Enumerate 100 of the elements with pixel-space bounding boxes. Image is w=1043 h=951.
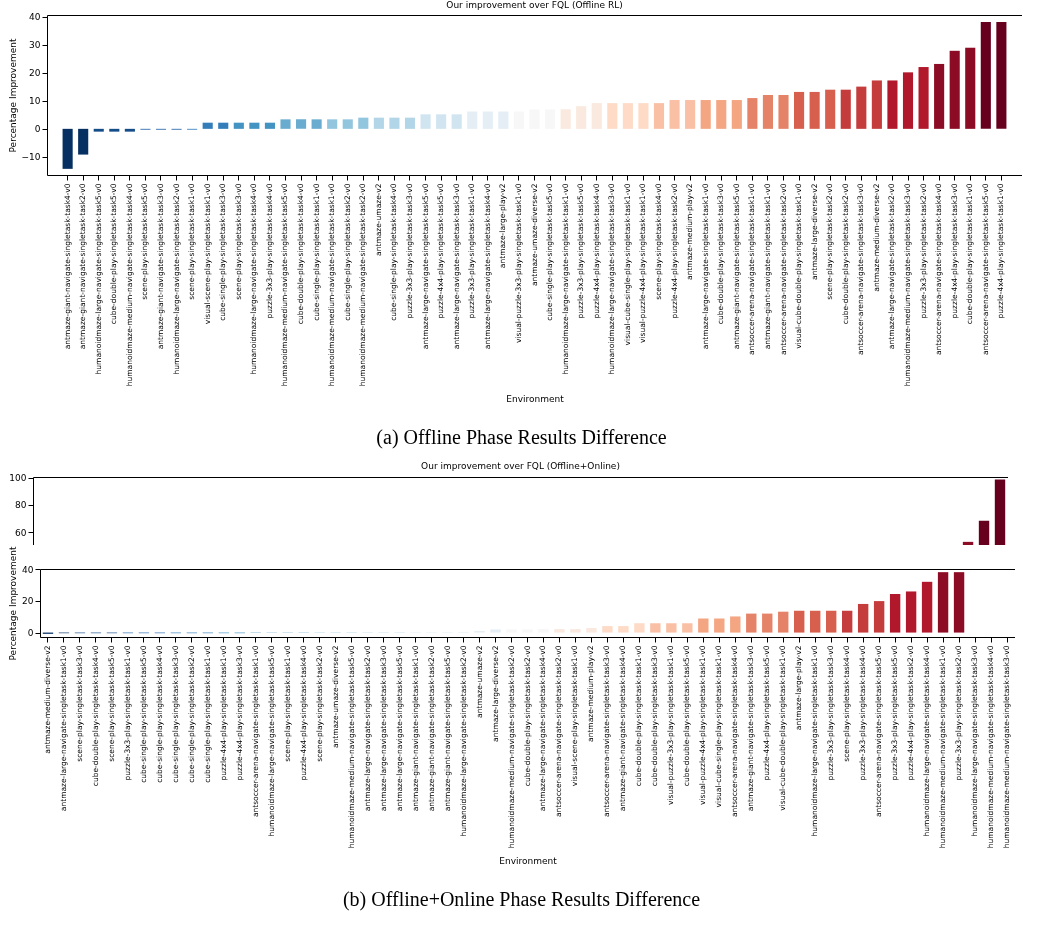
bar xyxy=(902,72,914,129)
bar xyxy=(918,67,929,129)
bar xyxy=(873,601,885,633)
bar xyxy=(714,618,725,633)
bar xyxy=(856,86,867,129)
y-tick-label: 40 xyxy=(22,564,34,575)
y-tick-label: 20 xyxy=(22,596,34,607)
bar xyxy=(669,100,680,129)
y-tick-label: 80 xyxy=(15,500,27,511)
y-tick-label: 30 xyxy=(29,40,41,51)
y-axis-title: Percentage Improvement xyxy=(8,546,19,661)
y-tick-label: 10 xyxy=(29,96,41,107)
bar xyxy=(731,100,742,129)
bar xyxy=(809,91,820,129)
bar xyxy=(389,117,400,129)
bar xyxy=(576,106,587,129)
bar xyxy=(762,613,773,633)
chart-title: Our improvement over FQL (Offline RL) xyxy=(446,0,623,10)
bar xyxy=(618,626,629,633)
bar xyxy=(311,119,322,129)
bar xyxy=(762,95,773,129)
y-tick-label: 20 xyxy=(29,68,41,79)
text: (b) Offline+Online Phase Results Difference xyxy=(341,888,702,911)
bar xyxy=(841,610,853,633)
bar xyxy=(682,623,693,633)
y-tick-label: −10 xyxy=(21,152,41,163)
bar xyxy=(716,100,727,129)
bar xyxy=(202,122,213,129)
bar xyxy=(934,63,945,129)
bar xyxy=(233,122,244,129)
bar xyxy=(327,119,338,129)
bar xyxy=(373,117,384,129)
x-axis-title: Environment xyxy=(506,393,565,404)
bar xyxy=(634,623,645,633)
bar xyxy=(586,627,597,633)
text: (a) Offline Phase Results Difference xyxy=(375,426,668,449)
bar xyxy=(685,100,696,129)
bar xyxy=(62,128,73,169)
bar xyxy=(794,610,805,633)
bar xyxy=(840,89,851,129)
bar xyxy=(700,100,711,129)
bar xyxy=(825,610,837,633)
bar xyxy=(342,119,353,129)
bar xyxy=(638,103,649,129)
bar xyxy=(451,114,462,129)
bar xyxy=(482,111,493,129)
bar xyxy=(949,50,960,129)
bar xyxy=(218,122,229,129)
bar xyxy=(778,611,789,633)
bar xyxy=(358,117,369,129)
bar xyxy=(825,89,836,129)
bar xyxy=(905,591,917,633)
bar xyxy=(436,114,447,129)
bar xyxy=(591,103,602,129)
bar xyxy=(602,626,613,633)
bar xyxy=(965,47,976,129)
bar xyxy=(937,572,949,633)
bar xyxy=(871,80,882,129)
bar xyxy=(953,572,965,633)
bar xyxy=(420,114,431,129)
x-axis-title: Environment xyxy=(499,855,558,866)
bar xyxy=(296,119,307,129)
bar xyxy=(570,629,581,633)
bar xyxy=(778,95,789,129)
bar xyxy=(746,613,757,633)
bar xyxy=(467,111,478,129)
bar xyxy=(607,103,618,129)
bar xyxy=(698,618,709,633)
bar xyxy=(730,616,741,633)
bar xyxy=(264,122,275,129)
bar xyxy=(794,91,805,129)
bar xyxy=(921,581,933,633)
y-axis-title: Percentage Improvement xyxy=(7,38,18,153)
bar xyxy=(889,593,901,633)
y-tick-label: 0 xyxy=(34,124,41,135)
bar xyxy=(857,603,869,633)
bar xyxy=(653,103,665,129)
y-tick-label: 60 xyxy=(15,527,27,538)
bar xyxy=(810,610,821,633)
bar xyxy=(666,623,677,633)
bar xyxy=(93,128,104,132)
bar xyxy=(404,117,416,129)
bar xyxy=(109,128,120,132)
y-tick-label: 40 xyxy=(29,12,41,23)
bar xyxy=(124,128,135,132)
bar xyxy=(996,21,1007,129)
bar xyxy=(622,103,633,129)
bar xyxy=(747,98,758,129)
y-tick-label: 100 xyxy=(9,473,27,484)
bar xyxy=(78,128,89,155)
bar xyxy=(280,119,291,129)
bar xyxy=(887,80,898,129)
bar xyxy=(560,109,571,129)
y-tick-label: 0 xyxy=(27,628,34,639)
chart-title: Our improvement over FQL (Offline+Online) xyxy=(421,460,620,471)
bar xyxy=(980,21,991,129)
bar xyxy=(554,629,565,633)
bar xyxy=(650,623,661,633)
bar xyxy=(498,111,509,129)
bar xyxy=(249,122,260,129)
